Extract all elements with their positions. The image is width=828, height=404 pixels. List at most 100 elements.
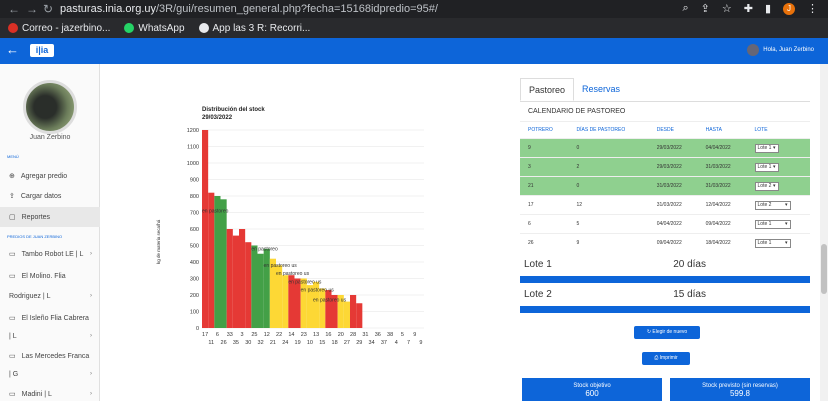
share-icon[interactable]: ⇪ xyxy=(700,3,710,15)
bar xyxy=(288,275,295,328)
bookmark-label: WhatsApp xyxy=(138,22,185,34)
cell-lote: Lote 1 ▾ xyxy=(746,138,810,158)
user-avatar xyxy=(747,44,760,56)
sidebar-predio-item-cont[interactable]: Rodriguez | L › xyxy=(0,286,100,306)
reload-icon[interactable]: ↻ xyxy=(43,2,54,16)
lote2-days: 15 días xyxy=(673,288,706,300)
x-tick-label: 36 xyxy=(375,332,381,338)
chevron-down-icon: ▾ xyxy=(785,221,788,227)
annotation-label: en pastoreo us xyxy=(288,279,322,285)
lote2-summary: Lote 2 15 días xyxy=(520,289,810,303)
profile-avatar[interactable]: J xyxy=(783,2,795,15)
y-axis-label: kg de materia seca/há xyxy=(156,219,161,264)
back-arrow-icon[interactable]: ← xyxy=(8,2,20,16)
sidebar-predio-item[interactable]: ▭ Madini | L › xyxy=(0,384,100,404)
bookmark-correo[interactable]: Correo - jazerbino... xyxy=(8,23,110,34)
annotation-label: en pastoreo xyxy=(251,246,278,252)
bar xyxy=(350,295,357,328)
bar xyxy=(245,242,252,328)
stock-objetivo-label: Stock objetivo xyxy=(573,383,611,389)
x-tick-label: 12 xyxy=(264,332,270,338)
folder-icon: ▭ xyxy=(9,353,16,360)
chevron-right-icon: › xyxy=(90,391,92,397)
cell-potrero: 9 xyxy=(520,138,569,158)
x-tick-label: 18 xyxy=(332,340,338,346)
sidebar-predio-item-cont[interactable]: | G › xyxy=(0,364,100,384)
y-tick-label: 1000 xyxy=(187,161,199,167)
sidebar-item-agregar-predio[interactable]: ⊕ Agregar predio xyxy=(0,166,100,186)
whatsapp-icon xyxy=(124,23,135,33)
chart-title: Distribución del stock xyxy=(202,107,265,113)
sidebar-predio-item[interactable]: ▭ Las Mercedes Franca xyxy=(0,346,100,366)
url-host: pasturas.inia.org.uy xyxy=(60,3,156,15)
bar xyxy=(331,295,338,328)
x-tick-label: 11 xyxy=(208,340,214,346)
bookmark-app-3r[interactable]: App las 3 R: Recorri... xyxy=(198,23,310,34)
x-tick-label: 13 xyxy=(313,332,319,338)
x-tick-label: 6 xyxy=(216,332,219,338)
lote1-days: 20 días xyxy=(673,258,706,270)
back-arrow-icon[interactable]: ← xyxy=(6,42,19,57)
scrollbar-thumb[interactable] xyxy=(821,244,827,294)
sidebar-predio-item[interactable]: ▭ Tambo Robot LE | L › xyxy=(0,244,100,264)
lote2-label: Lote 2 xyxy=(524,288,552,300)
sidepanel-icon[interactable]: ▮ xyxy=(764,3,771,15)
sidebar-predio-item-cont[interactable]: | L › xyxy=(0,326,100,346)
cell-hasta: 18/04/2022 xyxy=(697,233,747,253)
x-tick-label: 28 xyxy=(350,332,356,338)
x-tick-label: 9 xyxy=(419,340,422,346)
bar xyxy=(313,281,320,328)
cell-potrero: 26 xyxy=(520,233,569,253)
lote-select[interactable]: Lote 2 ▾ xyxy=(754,181,779,191)
x-tick-label: 35 xyxy=(233,340,239,346)
sidebar-predio-item[interactable]: ▭ El Molino. Flia xyxy=(0,266,100,286)
sidebar-predio-item[interactable]: ▭ El Isleño Flia Cabrera xyxy=(0,308,100,328)
user-menu[interactable]: Hola, Juan Zerbino xyxy=(747,44,814,56)
grazing-calendar-table: POTRERO DÍAS DE PASTOREO DESDE HASTA LOT… xyxy=(520,122,810,253)
chart-annotations: en pastoreo en pastoreo en pastoreo us en p… xyxy=(202,209,347,304)
lote-select[interactable]: Lote 1 ▾ xyxy=(754,219,791,229)
folder-icon: ▭ xyxy=(9,315,16,322)
bookmark-whatsapp[interactable]: WhatsApp xyxy=(124,22,185,34)
stock-previsto-card: Stock previsto (sin reservas) 599.8 xyxy=(670,378,810,401)
elegir-de-nuevo-button[interactable]: ↻ Elegir de nuevo xyxy=(634,326,700,339)
x-tick-label: 23 xyxy=(301,332,307,338)
tab-reservas[interactable]: Reservas xyxy=(582,84,621,94)
y-tick-label: 600 xyxy=(190,227,199,233)
x-tick-label: 34 xyxy=(369,340,375,346)
tabs: Pastoreo Reservas xyxy=(520,78,810,102)
bar xyxy=(226,229,233,328)
stock-previsto-label: Stock previsto (sin reservas) xyxy=(702,383,778,389)
extensions-icon[interactable]: ✚ xyxy=(743,3,753,15)
lote-select[interactable]: Lote 1 ▾ xyxy=(754,238,791,248)
imprimir-button[interactable]: ⎙ Imprimir xyxy=(642,352,690,365)
lote-select[interactable]: Lote 2 ▾ xyxy=(754,200,791,210)
cell-dias: 12 xyxy=(568,195,649,215)
bookmarks-bar: Correo - jazerbino... WhatsApp App las 3… xyxy=(0,18,828,38)
y-tick-labels: 0 100 200 300 400 500 600 700 800 900 1000 1100 1200 xyxy=(187,128,199,332)
bar xyxy=(319,288,326,328)
col-potrero: POTRERO xyxy=(528,127,553,133)
zoom-icon[interactable]: ⌕ xyxy=(682,2,689,14)
tab-pastoreo[interactable]: Pastoreo xyxy=(520,78,575,101)
cell-desde: 04/04/2022 xyxy=(648,214,698,234)
bar xyxy=(208,192,215,328)
sidebar-item-reportes[interactable]: ▢ Reportes xyxy=(0,207,100,227)
x-tick-label: 26 xyxy=(221,340,227,346)
lote-select[interactable]: Lote 1 ▾ xyxy=(754,162,779,172)
sidebar: Juan Zerbino MENÚ ⊕ Agregar predio ⇪ Carga… xyxy=(0,64,100,401)
col-dias: DÍAS DE PASTOREO xyxy=(576,127,626,133)
sidebar-item-cargar-datos[interactable]: ⇪ Cargar datos xyxy=(0,186,100,206)
lote-select[interactable]: Lote 1 ▾ xyxy=(754,143,779,153)
lote-select-value: Lote 1 xyxy=(757,221,772,227)
chevron-down-icon: ▾ xyxy=(773,183,776,189)
table-row: 3 2 29/03/2022 31/03/2022 Lote 1 ▾ xyxy=(520,157,810,177)
menu-kebab-icon[interactable]: ⋮ xyxy=(807,3,818,15)
bar xyxy=(306,285,313,328)
address-bar[interactable]: pasturas.inia.org.uy/3R/gui/resumen_gene… xyxy=(60,1,680,17)
forward-arrow-icon[interactable]: → xyxy=(26,2,38,16)
bookmark-star-icon[interactable]: ☆ xyxy=(721,3,732,15)
cell-lote: Lote 1 ▾ xyxy=(746,214,810,234)
document-icon: ▢ xyxy=(9,214,16,221)
page-scrollbar[interactable] xyxy=(820,64,828,401)
